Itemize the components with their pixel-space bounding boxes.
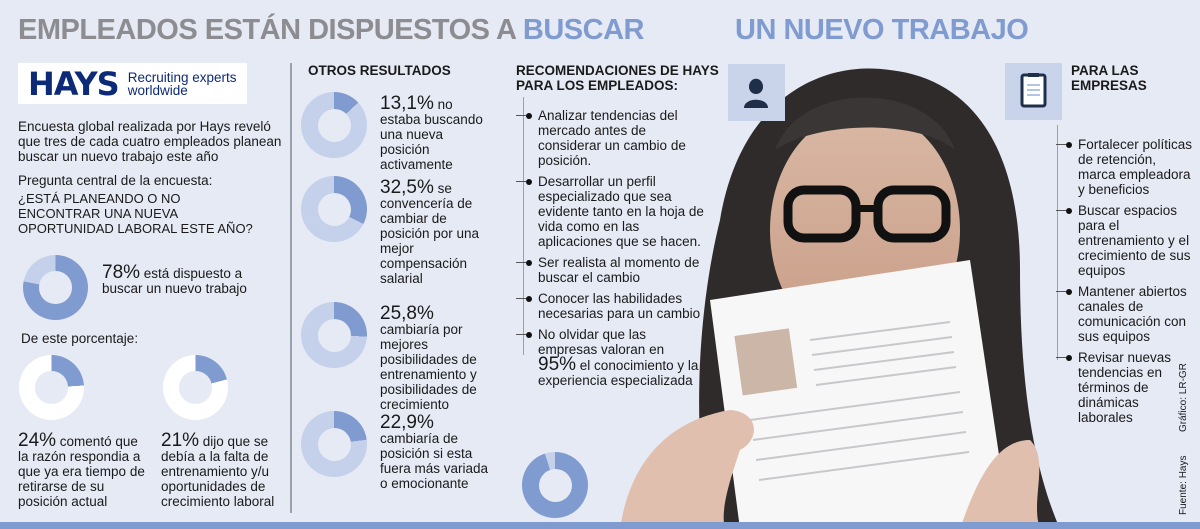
main-stat: 78% está dispuesto a buscar un nuevo tra… [102,262,247,296]
donut-chart-21 [163,355,228,420]
list-item: Analizar tendencias del mercado antes de… [516,108,704,168]
list-item: Fortalecer políticas de retención, marca… [1056,137,1194,197]
logo-tagline: Recruiting experts worldwide [127,69,237,98]
donut-chart-24 [19,355,84,420]
donut-chart-otros [301,411,367,477]
headline-gray: EMPLEADOS ESTÁN DISPUESTOS A [18,14,516,46]
donut-chart-otros [301,176,367,242]
list-item: Revisar nuevas tendencias en términos de… [1056,350,1194,425]
empresas-heading: PARA LAS EMPRESAS [1071,63,1147,93]
source-credit: Fuente: Hays [1178,455,1189,515]
sub-stat-24: 24% comentó que la razón respondia a que… [18,430,145,509]
question-text: ¿ESTÁ PLANEANDO O NO ENCONTRAR UNA NUEVA… [18,191,253,236]
headline: EMPLEADOS ESTÁN DISPUESTOS A BUSCAR [18,14,644,47]
headline-blue-2: UN NUEVO TRABAJO [735,14,1029,46]
empleados-connector [523,97,524,355]
empresas-list: Fortalecer políticas de retención, marca… [1056,137,1194,431]
bottom-bar [0,522,1200,529]
sub-label: De este porcentaje: [21,331,139,346]
clipboard-icon [1005,63,1062,120]
hays-logo: HAYS Recruiting experts worldwide [18,63,247,104]
list-item: Desarrollar un perfil especializado que … [516,174,704,249]
donut-chart-otros [301,92,367,158]
empresas-connector [1057,125,1058,360]
person-icon [728,64,785,121]
list-item: Ser realista al momento de buscar el cam… [516,255,704,285]
headline-blue: BUSCAR [522,14,645,46]
list-item: Conocer las habilidades necesarias para … [516,291,704,321]
otros-stat: 22,9% cambiaría de posición si esta fuer… [380,412,489,491]
donut-chart-78 [23,255,88,320]
otros-heading: OTROS RESULTADOS [308,63,451,78]
otros-stat: 13,1% no estaba buscando una nueva posic… [380,93,483,172]
sub-stat-21: 21% dijo que se debía a la falta de entr… [161,430,275,509]
logo-brand: HAYS [28,64,120,103]
empleados-heading: RECOMENDACIONES DE HAYS PARA LOS EMPLEADO… [516,63,719,93]
question-label: Pregunta central de la encuesta: [18,173,213,188]
otros-stat: 25,8% cambiaría por mejores posibilidade… [380,303,477,412]
donut-chart-95 [522,452,588,518]
graphic-credit: Gráfico: LR-GR [1178,363,1189,432]
donut-chart-otros [301,302,367,368]
empleados-list: Analizar tendencias del mercado antes de… [516,108,704,394]
divider [290,63,292,513]
list-item: Mantener abiertos canales de comunicació… [1056,284,1194,344]
woman-holding-resume-photo [620,68,1060,529]
otros-stat: 32,5% se convencería de cambiar de posic… [380,177,480,286]
list-item: Buscar espacios para el entrenamiento y … [1056,203,1194,278]
list-item: No olvidar que las empresas valoran en 9… [516,327,704,388]
intro-text: Encuesta global realizada por Hays revel… [18,119,282,164]
